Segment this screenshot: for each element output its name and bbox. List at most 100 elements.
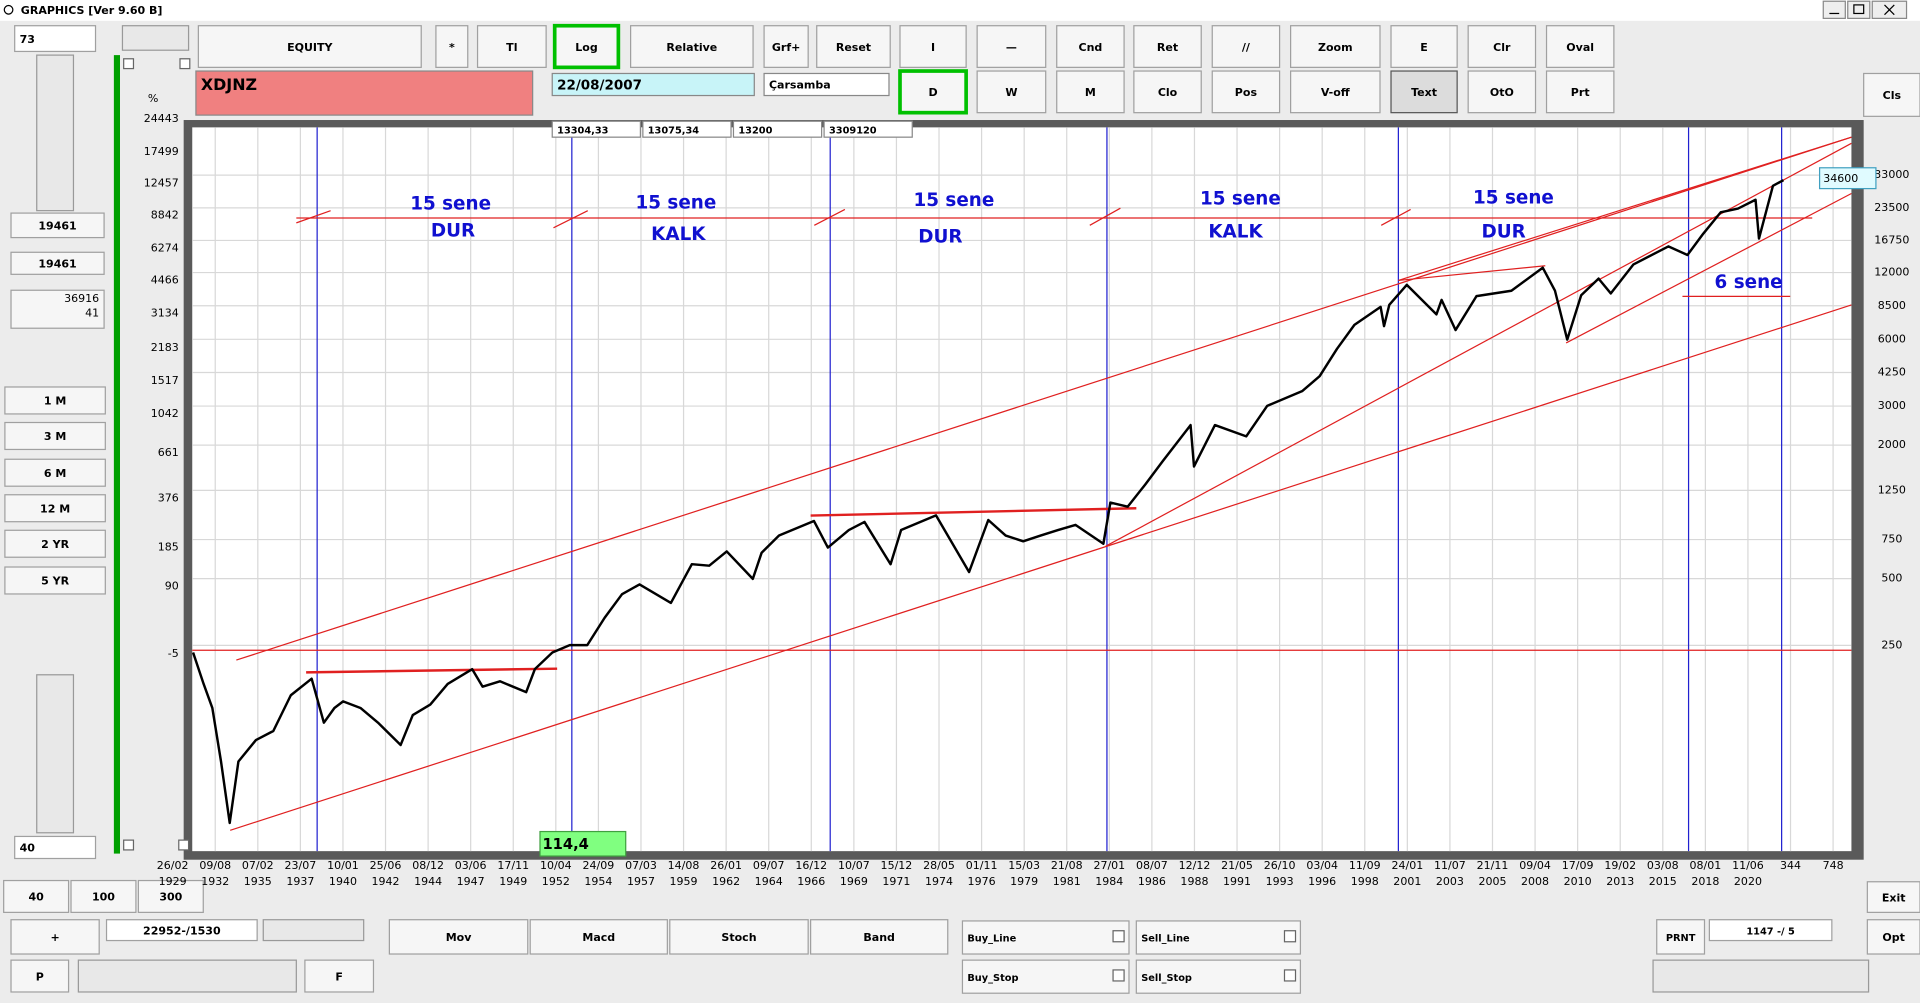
button-label[interactable]: PRNT: [1666, 933, 1696, 944]
button[interactable]: [1133, 70, 1202, 114]
button[interactable]: [10, 919, 100, 955]
button-label[interactable]: Band: [863, 931, 895, 944]
button[interactable]: [529, 919, 668, 955]
button[interactable]: [10, 959, 70, 993]
button[interactable]: [810, 919, 949, 955]
button-label[interactable]: Ret: [1157, 41, 1179, 54]
button[interactable]: [388, 919, 529, 955]
button[interactable]: [1135, 920, 1302, 955]
button-label[interactable]: Text: [1411, 86, 1438, 99]
button-label[interactable]: Opt: [1882, 931, 1905, 944]
button-label[interactable]: 40: [28, 891, 44, 904]
button-label[interactable]: Zoom: [1318, 41, 1353, 54]
button-label[interactable]: W: [1005, 86, 1017, 99]
button[interactable]: [4, 386, 106, 415]
button-label[interactable]: Reset: [836, 41, 872, 54]
button[interactable]: [435, 25, 469, 68]
button-label[interactable]: EQUITY: [287, 41, 333, 54]
button[interactable]: [898, 69, 968, 115]
button[interactable]: [1390, 25, 1458, 68]
button[interactable]: [1211, 25, 1281, 68]
button[interactable]: [4, 458, 106, 487]
button[interactable]: [1467, 25, 1537, 68]
button-label[interactable]: Relative: [666, 41, 717, 54]
button[interactable]: [1133, 25, 1202, 68]
button-label[interactable]: Prt: [1571, 86, 1591, 99]
button[interactable]: [1290, 25, 1381, 68]
button-label[interactable]: Grf+: [772, 41, 800, 54]
button-label[interactable]: *: [449, 41, 455, 54]
button-label[interactable]: +: [50, 931, 59, 944]
button[interactable]: [961, 920, 1130, 955]
checkbox[interactable]: [1283, 969, 1297, 982]
button-label[interactable]: Cls: [1883, 89, 1902, 102]
button[interactable]: [1545, 70, 1615, 114]
button[interactable]: [630, 25, 754, 68]
button[interactable]: [552, 23, 621, 70]
checkbox[interactable]: [179, 58, 191, 70]
input-label[interactable]: 73: [20, 33, 35, 46]
button-label[interactable]: Pos: [1235, 86, 1258, 99]
button-label[interactable]: Oval: [1566, 41, 1594, 54]
button[interactable]: [4, 421, 106, 451]
button-label[interactable]: F: [335, 970, 343, 983]
scrollbar[interactable]: [262, 919, 365, 942]
input[interactable]: [14, 835, 97, 860]
button-label[interactable]: Exit: [1882, 891, 1906, 904]
scrollbar[interactable]: [77, 959, 297, 993]
button-label[interactable]: Buy_Stop: [967, 973, 1018, 984]
button[interactable]: [3, 879, 70, 913]
button-label[interactable]: OtO: [1490, 86, 1514, 99]
button[interactable]: [1056, 25, 1125, 68]
scrollbar[interactable]: [36, 54, 75, 212]
button-label[interactable]: Tl: [506, 41, 517, 54]
button[interactable]: [1545, 25, 1615, 68]
button-label[interactable]: V-off: [1321, 86, 1351, 99]
input-label[interactable]: 40: [20, 842, 36, 855]
button[interactable]: [1290, 70, 1381, 114]
button[interactable]: [976, 25, 1047, 68]
button-label[interactable]: D: [928, 86, 937, 99]
button-label[interactable]: Mov: [446, 931, 473, 944]
button[interactable]: [1866, 881, 1920, 913]
checkbox[interactable]: [123, 839, 135, 851]
button-label[interactable]: Macd: [582, 931, 615, 944]
button[interactable]: [1056, 70, 1125, 114]
button-label[interactable]: 300: [159, 891, 182, 904]
button-label[interactable]: Sell_Stop: [1141, 973, 1192, 984]
button[interactable]: [4, 529, 106, 558]
button-label[interactable]: 1 M: [44, 395, 66, 408]
button[interactable]: [1135, 959, 1302, 994]
checkbox[interactable]: [178, 839, 190, 851]
button[interactable]: [1866, 919, 1920, 955]
button[interactable]: [669, 919, 809, 955]
button-label[interactable]: Sell_Line: [1141, 934, 1190, 945]
input[interactable]: [14, 25, 97, 53]
button-label[interactable]: Buy_Line: [967, 934, 1016, 945]
button-label[interactable]: 12 M: [40, 502, 70, 515]
button[interactable]: [1390, 70, 1458, 114]
button[interactable]: [1656, 919, 1706, 955]
window-controls[interactable]: [1822, 0, 1908, 19]
button[interactable]: [961, 959, 1130, 994]
scrollbar[interactable]: [36, 674, 75, 834]
button-label[interactable]: Clr: [1493, 41, 1511, 54]
button[interactable]: [4, 566, 106, 595]
button[interactable]: [476, 25, 547, 68]
button-label[interactable]: M: [1085, 86, 1096, 99]
button-label[interactable]: P: [36, 970, 44, 983]
button-label[interactable]: 5 YR: [41, 575, 69, 588]
button[interactable]: [1863, 72, 1920, 117]
button-label[interactable]: //: [1242, 41, 1251, 54]
button-label[interactable]: —: [1006, 41, 1017, 54]
button[interactable]: [763, 25, 809, 68]
button-label[interactable]: E: [1420, 41, 1428, 54]
button[interactable]: [816, 25, 891, 68]
button[interactable]: [197, 25, 422, 68]
button[interactable]: [899, 25, 967, 68]
button[interactable]: [1211, 70, 1281, 114]
button-label[interactable]: 6 M: [44, 467, 66, 480]
button[interactable]: [4, 494, 106, 523]
button-label[interactable]: 2 YR: [41, 538, 69, 551]
button-label[interactable]: Log: [575, 41, 597, 54]
